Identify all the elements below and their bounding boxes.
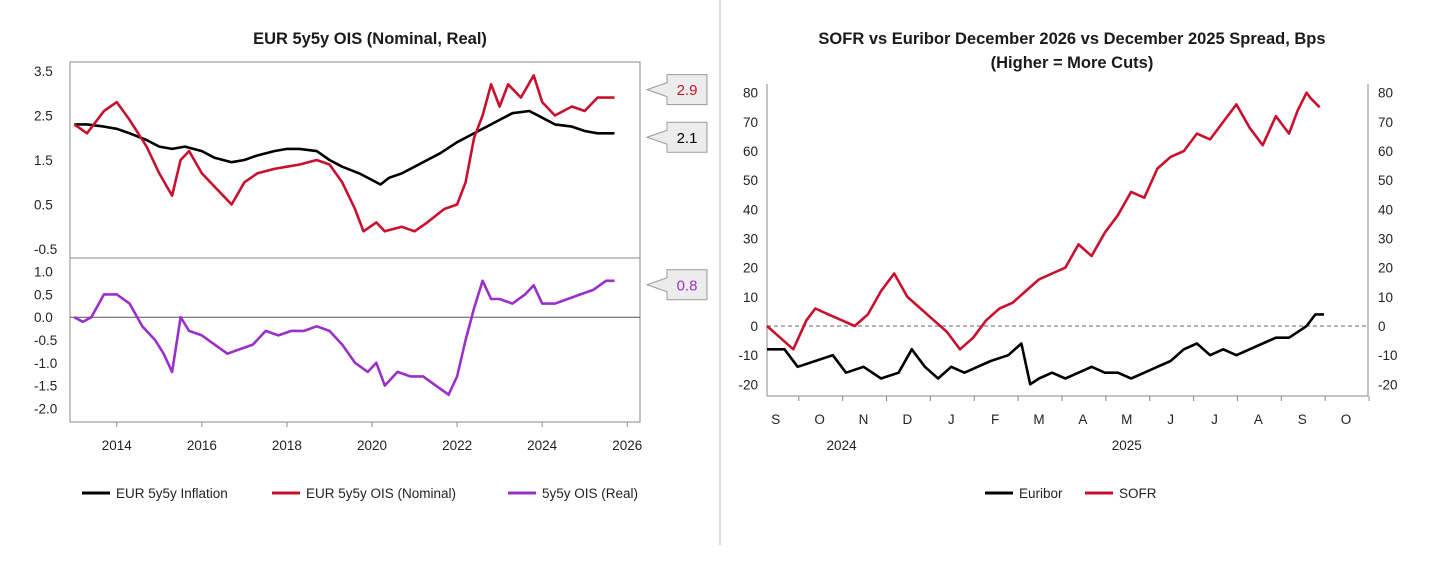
left-plot-border xyxy=(69,61,641,423)
x-tick-label: 2022 xyxy=(442,438,472,453)
left-y-tick-label: 20 xyxy=(743,261,758,276)
year-label: 2024 xyxy=(827,438,858,453)
month-tick-label: M xyxy=(1033,412,1044,427)
lower-y-tick-label: -1.0 xyxy=(34,356,57,371)
nominal-series-line xyxy=(73,74,615,233)
right-y-tick-label: 10 xyxy=(1378,290,1393,305)
right-y-tick-label: 60 xyxy=(1378,144,1393,159)
year-label: 2025 xyxy=(1112,438,1142,453)
right-chart-title-line-2: (Higher = More Cuts) xyxy=(991,54,1154,72)
right-chart-left-y-axis: 80 70 60 50 40 30 20 10 0 -10 -20 xyxy=(738,86,758,393)
left-y-tick-label: -20 xyxy=(738,377,758,392)
month-tick-label: J xyxy=(1167,412,1174,427)
month-tick-label: S xyxy=(1298,412,1307,427)
left-y-tick-label: 10 xyxy=(743,290,758,305)
month-tick-label: O xyxy=(814,412,825,427)
month-tick-label: N xyxy=(859,412,869,427)
right-chart-legend: Euribor SOFR xyxy=(985,486,1157,501)
legend-label-real: 5y5y OIS (Real) xyxy=(542,486,638,501)
left-y-tick-label: 30 xyxy=(743,232,758,247)
left-chart: EUR 5y5y OIS (Nominal, Real) 3.5 2.5 1.5 0.… xyxy=(34,30,708,501)
upper-y-tick-label: 3.5 xyxy=(34,64,53,79)
left-y-tick-label: 80 xyxy=(743,86,758,101)
left-chart-legend: EUR 5y5y Inflation EUR 5y5y OIS (Nominal)… xyxy=(82,486,638,501)
right-chart-frame xyxy=(766,84,1369,397)
value-callout-nominal: 2.9 xyxy=(645,74,708,106)
x-tick-label: 2016 xyxy=(187,438,217,453)
value-callout-real: 0.8 xyxy=(645,269,708,301)
left-y-tick-label: 50 xyxy=(743,173,758,188)
x-tick-label: 2026 xyxy=(612,438,642,453)
lower-y-tick-label: -2.0 xyxy=(34,401,57,416)
month-tick-label: S xyxy=(771,412,780,427)
x-tick-label: 2014 xyxy=(102,438,133,453)
right-y-tick-label: -20 xyxy=(1378,377,1398,392)
legend-label-inflation: EUR 5y5y Inflation xyxy=(116,486,228,501)
left-chart-callouts: 2.9 2.1 0.8 xyxy=(645,74,708,301)
real-series-line xyxy=(73,279,615,396)
upper-y-tick-label: 1.5 xyxy=(34,153,53,168)
legend-label-euribor: Euribor xyxy=(1019,486,1063,501)
right-y-tick-label: -10 xyxy=(1378,348,1398,363)
inflation-series-line xyxy=(74,109,615,186)
lower-y-tick-label: 0.5 xyxy=(34,287,53,302)
legend-label-nominal: EUR 5y5y OIS (Nominal) xyxy=(306,486,456,501)
right-y-tick-label: 80 xyxy=(1378,86,1393,101)
month-tick-label: M xyxy=(1121,412,1132,427)
left-y-tick-label: 70 xyxy=(743,115,758,130)
right-y-tick-label: 70 xyxy=(1378,115,1393,130)
right-chart-right-y-axis: 80 70 60 50 40 30 20 10 0 -10 -20 xyxy=(1378,86,1398,393)
lower-y-tick-label: -0.5 xyxy=(34,333,57,348)
x-tick-label: 2020 xyxy=(357,438,387,453)
euribor-series-line xyxy=(767,313,1325,386)
callout-label: 0.8 xyxy=(677,277,698,294)
month-tick-label: A xyxy=(1078,412,1087,427)
right-chart-title-line-1: SOFR vs Euribor December 2026 vs Decembe… xyxy=(818,30,1325,48)
right-chart: SOFR vs Euribor December 2026 vs Decembe… xyxy=(738,30,1397,501)
left-chart-x-axis: 2014 2016 2018 2020 2022 2024 2026 xyxy=(102,422,642,453)
left-chart-frame xyxy=(69,61,641,423)
right-y-tick-label: 30 xyxy=(1378,232,1393,247)
left-chart-title: EUR 5y5y OIS (Nominal, Real) xyxy=(253,30,487,48)
upper-y-tick-label: 2.5 xyxy=(34,108,53,123)
month-tick-label: F xyxy=(991,412,999,427)
x-tick-label: 2018 xyxy=(272,438,302,453)
left-y-tick-label: 0 xyxy=(750,319,758,334)
month-tick-label: J xyxy=(948,412,955,427)
callout-box xyxy=(645,121,708,153)
upper-y-tick-label: 0.5 xyxy=(34,198,53,213)
upper-y-tick-label: -0.5 xyxy=(34,242,57,257)
value-callout-inflation: 2.1 xyxy=(645,121,708,153)
lower-y-tick-label: -1.5 xyxy=(34,379,57,394)
right-y-tick-label: 40 xyxy=(1378,202,1393,217)
month-tick-label: O xyxy=(1341,412,1352,427)
left-chart-series xyxy=(73,74,615,396)
right-y-tick-label: 0 xyxy=(1378,319,1386,334)
callout-label: 2.1 xyxy=(677,130,698,147)
right-chart-series xyxy=(766,91,1325,386)
month-tick-label: D xyxy=(903,412,913,427)
lower-y-tick-label: 1.0 xyxy=(34,265,53,280)
right-y-tick-label: 20 xyxy=(1378,261,1393,276)
callout-box xyxy=(645,269,708,301)
month-tick-label: A xyxy=(1254,412,1263,427)
lower-panel-y-axis: 1.0 0.5 0.0 -0.5 -1.0 -1.5 -2.0 xyxy=(34,265,57,417)
legend-label-sofr: SOFR xyxy=(1119,486,1157,501)
callout-label: 2.9 xyxy=(677,82,698,99)
callout-box xyxy=(645,74,708,106)
upper-panel-y-axis: 3.5 2.5 1.5 0.5 -0.5 xyxy=(34,64,57,257)
left-y-tick-label: -10 xyxy=(738,348,758,363)
month-tick-label: J xyxy=(1211,412,1218,427)
x-tick-label: 2024 xyxy=(527,438,558,453)
left-y-tick-label: 40 xyxy=(743,202,758,217)
lower-y-tick-label: 0.0 xyxy=(34,310,53,325)
right-y-tick-label: 50 xyxy=(1378,173,1393,188)
left-y-tick-label: 60 xyxy=(743,144,758,159)
sofr-series-line xyxy=(766,91,1321,351)
